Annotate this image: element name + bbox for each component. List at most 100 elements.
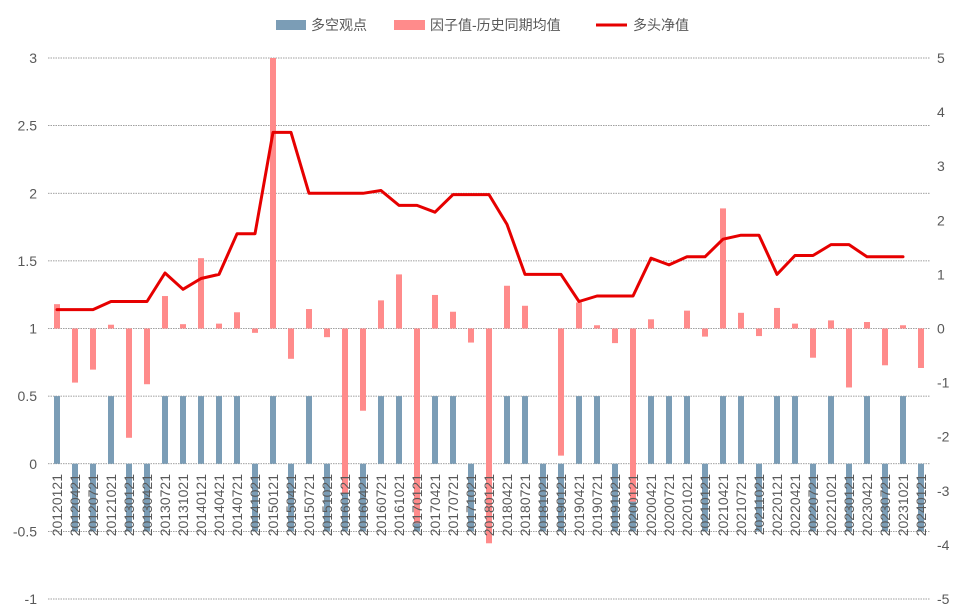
y-right-tick-label: -4 [937, 537, 950, 553]
view-bar [792, 396, 798, 464]
y-left-tick-label: 0.5 [18, 388, 38, 404]
factor-diff-bar [612, 328, 618, 344]
view-bar [756, 463, 762, 532]
x-tick-label: 20161021 [391, 474, 407, 537]
x-tick-label: 20210421 [715, 474, 731, 537]
x-tick-label: 20190421 [571, 474, 587, 537]
view-bar [558, 463, 564, 532]
view-bar [468, 463, 474, 532]
y-left-tick-label: 2.5 [18, 118, 38, 134]
factor-diff-bar [324, 328, 330, 338]
factor-diff-bar [576, 302, 582, 329]
factor-diff-bars [54, 58, 924, 544]
factor-diff-bar [432, 294, 438, 329]
view-bar [306, 396, 312, 464]
y-right-tick-label: 1 [937, 266, 945, 282]
x-tick-label: 20180421 [499, 474, 515, 537]
factor-diff-bar [288, 328, 294, 359]
view-bar [396, 396, 402, 464]
factor-diff-bar [720, 208, 726, 329]
view-bar [90, 463, 96, 532]
x-tick-label: 20180721 [517, 474, 533, 537]
factor-diff-bar [468, 328, 474, 343]
factor-diff-bar [126, 328, 132, 438]
factor-diff-bar [900, 325, 906, 329]
y-right-tick-label: -5 [937, 591, 950, 607]
x-tick-label: 20230721 [877, 474, 893, 537]
y-right-tick-label: 3 [937, 158, 945, 174]
y-right-tick-label: -3 [937, 483, 950, 499]
x-tick-label: 20190721 [589, 474, 605, 537]
factor-diff-bar [198, 258, 204, 329]
view-bar [504, 396, 510, 464]
y-right-tick-label: -2 [937, 429, 950, 445]
x-axis-labels: 20120121 20120421 20120721 20121021 20130121… [49, 474, 929, 537]
legend: 多空观点 因子值-历史同期均值 多头净值 [276, 17, 689, 33]
factor-diff-bar [216, 323, 222, 329]
x-tick-label: 20220121 [769, 474, 785, 537]
x-tick-label: 20200121 [625, 474, 641, 537]
legend-label-factor-diff: 因子值-历史同期均值 [430, 17, 561, 33]
y-left-tick-label: -0.5 [13, 523, 37, 539]
factor-diff-bar [774, 307, 780, 329]
x-tick-label: 20211021 [751, 474, 767, 535]
view-bar [180, 396, 186, 464]
x-tick-label: 20230421 [859, 474, 875, 537]
x-tick-label: 20120121 [49, 474, 65, 537]
x-tick-label: 20221021 [823, 474, 839, 537]
y-right-tick-label: 0 [937, 321, 945, 337]
y-left-tick-label: 0 [29, 456, 37, 472]
factor-diff-bar [810, 328, 816, 358]
factor-diff-bar [252, 328, 258, 333]
factor-diff-bar [360, 328, 366, 411]
factor-diff-bar [54, 304, 60, 329]
factor-diff-bar [522, 305, 528, 329]
factor-diff-bar [180, 324, 186, 329]
factor-diff-bar [342, 328, 348, 494]
x-tick-label: 20171021 [463, 474, 479, 537]
factor-diff-bar [630, 328, 636, 502]
y-right-axis-labels: 5 4 3 2 1 0 -1 -2 -3 -4 -5 [937, 50, 950, 607]
factor-diff-bar [72, 328, 78, 383]
view-bar [360, 463, 366, 532]
x-tick-label: 20120721 [85, 474, 101, 537]
factor-diff-bar [792, 323, 798, 329]
legend-label-networth: 多头净值 [633, 17, 689, 33]
x-tick-label: 20160721 [373, 474, 389, 537]
view-bar [828, 396, 834, 464]
x-tick-label: 20170421 [427, 474, 443, 537]
factor-diff-bar [504, 285, 510, 329]
y-right-tick-label: 2 [937, 212, 945, 228]
factor-diff-bar [486, 328, 492, 544]
x-tick-label: 20190121 [553, 474, 569, 537]
factor-diff-bar [234, 312, 240, 329]
legend-swatch-view [276, 20, 306, 30]
x-tick-label: 20140721 [229, 474, 245, 537]
legend-swatch-factor-diff [394, 20, 425, 30]
view-bar [252, 463, 258, 532]
view-bar [378, 396, 384, 464]
view-bar [576, 396, 582, 464]
factor-diff-bar [108, 324, 114, 329]
x-tick-label: 20150121 [265, 474, 281, 537]
y-left-tick-label: 3 [29, 50, 37, 66]
x-tick-label: 20170121 [409, 474, 425, 537]
view-bar [270, 396, 276, 464]
x-tick-label: 20230121 [841, 474, 857, 537]
x-tick-label: 20201021 [679, 474, 695, 537]
x-tick-label: 20210121 [697, 474, 713, 537]
y-left-tick-label: 1 [29, 321, 37, 337]
view-bar [720, 396, 726, 464]
x-tick-label: 20121021 [103, 474, 119, 537]
view-bar [774, 396, 780, 464]
x-tick-label: 20151021 [319, 474, 335, 537]
factor-diff-bar [864, 322, 870, 329]
x-tick-label: 20191021 [607, 474, 623, 537]
factor-diff-bar [918, 328, 924, 368]
view-bar [738, 396, 744, 464]
factor-diff-bar [558, 328, 564, 456]
x-tick-label: 20210721 [733, 474, 749, 537]
view-bar [540, 463, 546, 532]
x-tick-label: 20120421 [67, 474, 83, 537]
